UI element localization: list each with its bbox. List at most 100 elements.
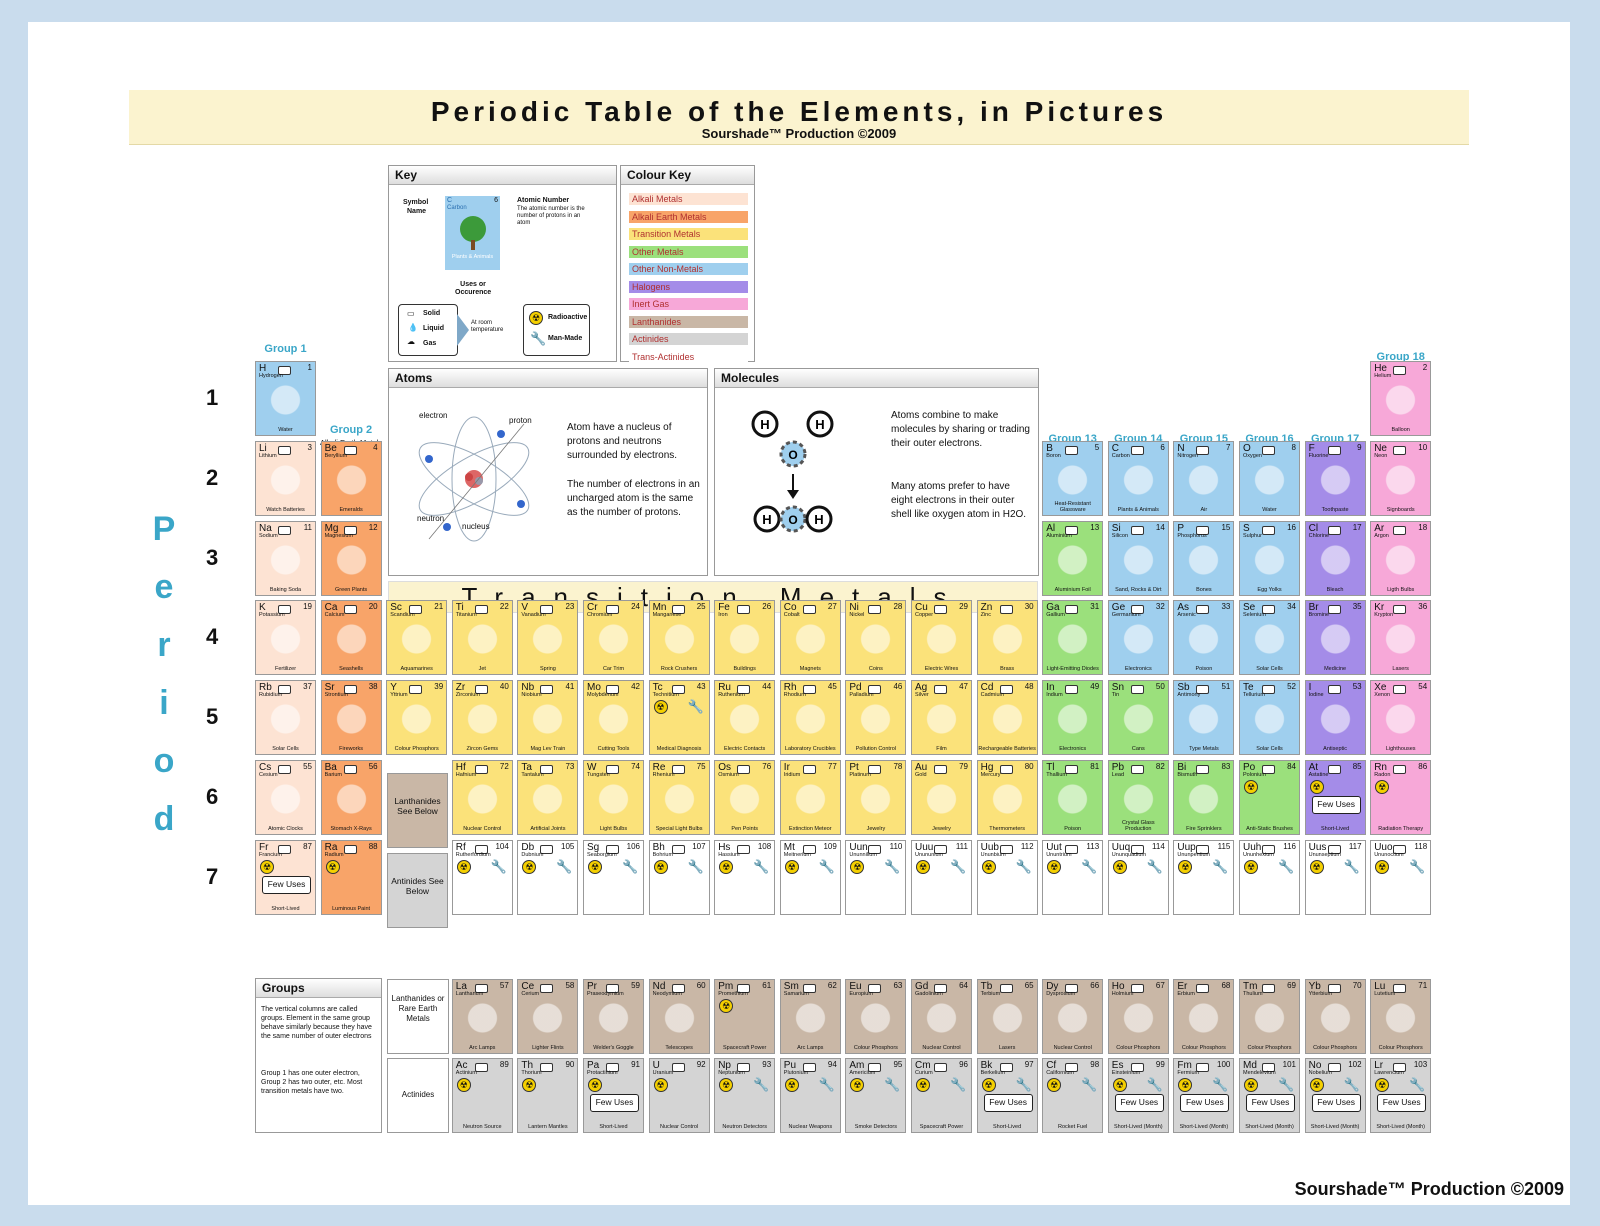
element-tile-ru[interactable]: Ru 44 Ruthenium Electric Contacts [714, 680, 776, 756]
element-tile-ho[interactable]: Ho 67 Holmium Colour Phosphors [1107, 979, 1169, 1054]
element-tile-ga[interactable]: Ga 31 Gallium Light-Emitting Diodes [1042, 600, 1104, 676]
element-tile-db[interactable]: Db 105 Dubnium ☢ 🔧 [517, 839, 579, 915]
element-tile-ce[interactable]: Ce 58 Cerium Lighter Flints [517, 979, 579, 1054]
element-tile-hg[interactable]: Hg 80 Mercury Thermometers [976, 760, 1038, 835]
element-tile-pr[interactable]: Pr 59 Praseodymium Welder's Goggle [583, 979, 644, 1054]
element-tile-ne[interactable]: Ne 10 Neon Signboards [1370, 440, 1432, 516]
element-tile-v[interactable]: V 23 Vanadium Spring [517, 600, 579, 676]
element-tile-fm[interactable]: Fm 100 Fermium ☢ 🔧 Few Uses Short-Lived (Month… [1173, 1058, 1235, 1133]
element-tile-f[interactable]: F 9 Fluorine Toothpaste [1304, 440, 1366, 516]
element-tile-gd[interactable]: Gd 64 Gadolinium Nuclear Control [911, 979, 972, 1054]
element-tile-rb[interactable]: Rb 37 Rubidium Solar Cells [255, 680, 316, 756]
element-tile-sn[interactable]: Sn 50 Tin Cans [1107, 680, 1169, 756]
element-tile-k[interactable]: K 19 Potassium Fertilizer [255, 600, 316, 676]
element-tile-no[interactable]: No 102 Nobelium ☢ 🔧 Few Uses Short-Lived (Mont… [1304, 1058, 1366, 1133]
element-tile-br[interactable]: Br 35 Bromine Medicine [1304, 600, 1366, 676]
element-tile-tl[interactable]: Tl 81 Thallium Poison [1042, 760, 1104, 835]
element-tile-mg[interactable]: Mg 12 Magnesium Green Plants [320, 520, 382, 596]
element-tile-uub[interactable]: Uub 112 Ununbium ☢ 🔧 [976, 839, 1038, 915]
element-tile-uup[interactable]: Uup 115 Ununpentium ☢ 🔧 [1173, 839, 1235, 915]
element-tile-u[interactable]: U 92 Uranium ☢ Nuclear Control [648, 1058, 710, 1133]
element-tile-mt[interactable]: Mt 109 Meitnerium ☢ 🔧 [779, 839, 841, 915]
element-tile-la[interactable]: La 57 Lanthanum Arc Lamps [451, 979, 513, 1054]
element-tile-tc[interactable]: Tc 43 Technitium ☢ 🔧 Medical Diagnosis [648, 680, 710, 756]
element-tile-co[interactable]: Co 27 Cobalt Magnets [779, 600, 841, 676]
element-tile-uuh[interactable]: Uuh 116 Ununhexium ☢ 🔧 [1239, 839, 1300, 915]
element-tile-cu[interactable]: Cu 29 Copper Electric Wires [911, 600, 972, 676]
element-tile-bh[interactable]: Bh 107 Bohrium ☢ 🔧 [648, 839, 710, 915]
element-tile-er[interactable]: Er 68 Erbium Colour Phosphors [1173, 979, 1235, 1054]
element-tile-b[interactable]: B 5 Boron Heat-Resistant Glassware [1042, 440, 1104, 516]
element-tile-p[interactable]: P 15 Phosphorus Bones [1173, 520, 1235, 596]
element-tile-yb[interactable]: Yb 70 Ytterbium Colour Phosphors [1304, 979, 1366, 1054]
element-tile-bi[interactable]: Bi 83 Bismuth Fire Sprinklers [1173, 760, 1235, 835]
element-tile-ca[interactable]: Ca 20 Calcium Seashells [320, 600, 382, 676]
element-tile-ac[interactable]: Ac 89 Actinium ☢ Neutron Source [451, 1058, 513, 1133]
element-tile-po[interactable]: Po 84 Polonium ☢ Anti-Static Brushes [1239, 760, 1300, 835]
element-tile-li[interactable]: Li 3 Lithium Watch Batteries [255, 440, 316, 516]
element-tile-ba[interactable]: Ba 56 Barium Stomach X-Rays [320, 760, 382, 835]
element-tile-i[interactable]: I 53 Iodine Antiseptic [1304, 680, 1366, 756]
element-tile-au[interactable]: Au 79 Gold Jewelry [911, 760, 972, 835]
element-tile-eu[interactable]: Eu 63 Europium Colour Phosphors [845, 979, 907, 1054]
element-tile-am[interactable]: Am 95 Americium ☢ 🔧 Smoke Detectors [845, 1058, 907, 1133]
element-tile-cf[interactable]: Cf 98 Californium ☢ 🔧 Rocket Fuel [1042, 1058, 1104, 1133]
element-tile-es[interactable]: Es 99 Einsteinium ☢ 🔧 Few Uses Short-Lived (Mo… [1107, 1058, 1169, 1133]
element-tile-uut[interactable]: Uut 113 Ununtrium ☢ 🔧 [1042, 839, 1104, 915]
element-tile-ta[interactable]: Ta 73 Tantalum Artificial Joints [517, 760, 579, 835]
element-tile-ni[interactable]: Ni 28 Nickel Coins [845, 600, 907, 676]
element-tile-he[interactable]: He 2 Helium Balloon [1370, 361, 1432, 436]
element-tile-hs[interactable]: Hs 108 Hassium ☢ 🔧 [714, 839, 776, 915]
element-tile-ti[interactable]: Ti 22 Titanium Jet [451, 600, 513, 676]
element-tile-uun[interactable]: Uun 110 Ununnilium ☢ 🔧 [845, 839, 907, 915]
element-tile-pu[interactable]: Pu 94 Plutonium ☢ 🔧 Nuclear Weapons [779, 1058, 841, 1133]
element-tile-sc[interactable]: Sc 21 Scandium Aquamarines [386, 600, 448, 676]
element-tile-in[interactable]: In 49 Indium Electronics [1042, 680, 1104, 756]
element-tile-ag[interactable]: Ag 47 Silver Film [911, 680, 972, 756]
element-tile-al[interactable]: Al 13 Aluminium Aluminium Foil [1042, 520, 1104, 596]
element-tile-nd[interactable]: Nd 60 Neodymium Telescopes [648, 979, 710, 1054]
element-tile-xe[interactable]: Xe 54 Xenon Lighthouses [1370, 680, 1432, 756]
element-tile-as[interactable]: As 33 Arsenic Poison [1173, 600, 1235, 676]
element-tile-sb[interactable]: Sb 51 Antimony Type Metals [1173, 680, 1235, 756]
element-tile-rn[interactable]: Rn 86 Radon ☢ Radiation Therapy [1370, 760, 1432, 835]
element-tile-at[interactable]: At 85 Astatine ☢ Few Uses Short-Lived [1304, 760, 1366, 835]
element-tile-o[interactable]: O 8 Oxygen Water [1239, 440, 1300, 516]
element-tile-be[interactable]: Be 4 Beryllium Emeralds [320, 440, 382, 516]
element-tile-cl[interactable]: Cl 17 Chlorine Bleach [1304, 520, 1366, 596]
element-tile-te[interactable]: Te 52 Tellurium Solar Cells [1239, 680, 1300, 756]
element-tile-c[interactable]: C 6 Carbon Plants & Animals [1107, 440, 1169, 516]
element-tile-si[interactable]: Si 14 Silicon Sand, Rocks & Dirt [1107, 520, 1169, 596]
element-tile-s[interactable]: S 16 Sulphur Egg Yolks [1239, 520, 1300, 596]
element-tile-n[interactable]: N 7 Nitrogen Air [1173, 440, 1235, 516]
element-tile-nb[interactable]: Nb 41 Niobium Mag Lev Train [517, 680, 579, 756]
element-tile-np[interactable]: Np 93 Neptunium ☢ 🔧 Neutron Detectors [714, 1058, 776, 1133]
element-tile-ge[interactable]: Ge 32 Germanium Electronics [1107, 600, 1169, 676]
element-tile-pt[interactable]: Pt 78 Platinum Jewelry [845, 760, 907, 835]
element-tile-pm[interactable]: Pm 61 Promethium ☢ Spacecraft Power [714, 979, 776, 1054]
element-tile-kr[interactable]: Kr 36 Krypton Lasers [1370, 600, 1432, 676]
element-tile-cd[interactable]: Cd 48 Cadmium Rechargeable Batteries [976, 680, 1038, 756]
element-tile-mo[interactable]: Mo 42 Molybdenum Cutting Tools [583, 680, 644, 756]
element-tile-uus[interactable]: Uus 117 Ununseptium ☢ 🔧 [1304, 839, 1366, 915]
element-tile-na[interactable]: Na 11 Sodium Baking Soda [255, 520, 316, 596]
element-tile-re[interactable]: Re 75 Rhenium Special Light Bulbs [648, 760, 710, 835]
element-tile-cs[interactable]: Cs 55 Cesium Atomic Clocks [255, 760, 316, 835]
element-tile-bk[interactable]: Bk 97 Berkelium ☢ 🔧 Few Uses Short-Lived [976, 1058, 1038, 1133]
element-tile-y[interactable]: Y 39 Yttrium Colour Phosphors [386, 680, 448, 756]
element-tile-lu[interactable]: Lu 71 Lutetium Colour Phosphors [1370, 979, 1432, 1054]
element-tile-md[interactable]: Md 101 Mendelevium ☢ 🔧 Few Uses Short-Lived (M… [1239, 1058, 1300, 1133]
element-tile-sg[interactable]: Sg 106 Seaborgium ☢ 🔧 [583, 839, 644, 915]
element-tile-hf[interactable]: Hf 72 Hafnium Nuclear Control [451, 760, 513, 835]
element-tile-h[interactable]: H 1 Hydrogen Water [255, 361, 316, 436]
element-tile-rh[interactable]: Rh 45 Rhodium Laboratory Crucibles [779, 680, 841, 756]
element-tile-pb[interactable]: Pb 82 Lead Crystal Glass Production [1107, 760, 1169, 835]
element-tile-th[interactable]: Th 90 Thorium ☢ Lantern Mantles [517, 1058, 579, 1133]
element-tile-ar[interactable]: Ar 18 Argon Ligth Bulbs [1370, 520, 1432, 596]
element-tile-cr[interactable]: Cr 24 Chromium Car Trim [583, 600, 644, 676]
element-tile-pd[interactable]: Pd 46 Palladium Pollution Control [845, 680, 907, 756]
element-tile-uuo[interactable]: Uuo 118 Ununoctium ☢ 🔧 [1370, 839, 1432, 915]
element-tile-zr[interactable]: Zr 40 Zirconium Zircon Gems [451, 680, 513, 756]
element-tile-rf[interactable]: Rf 104 Rutherfordium ☢ 🔧 [451, 839, 513, 915]
element-tile-tb[interactable]: Tb 65 Terbium Lasers [976, 979, 1038, 1054]
